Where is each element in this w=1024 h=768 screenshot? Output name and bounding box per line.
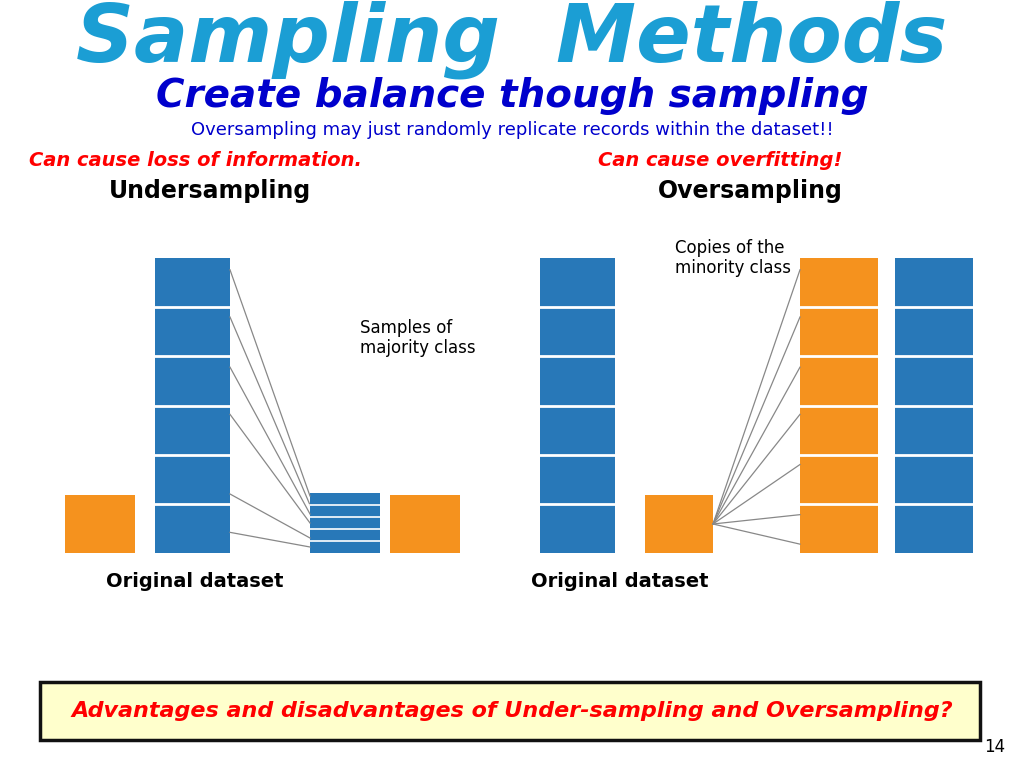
Bar [155,258,230,553]
Text: Undersampling: Undersampling [109,179,311,203]
Text: Original dataset: Original dataset [531,572,709,591]
Text: Advantages and disadvantages of Under-sampling and Oversampling?: Advantages and disadvantages of Under-sa… [72,701,952,721]
Text: Samples of
majority class: Samples of majority class [360,319,475,357]
Bar [540,258,615,553]
Bar [645,495,713,553]
Bar [65,495,135,553]
Text: 14: 14 [984,738,1005,756]
Text: Sampling  Methods: Sampling Methods [77,1,947,79]
Bar [800,258,878,553]
Bar [390,495,460,553]
Text: Can cause overfitting!: Can cause overfitting! [598,151,842,170]
Text: Original dataset: Original dataset [106,572,284,591]
Text: Oversampling: Oversampling [657,179,843,203]
Bar [895,258,973,553]
Text: Copies of the
minority class: Copies of the minority class [675,239,791,277]
Bar [310,493,380,553]
Text: Create balance though sampling: Create balance though sampling [156,77,868,115]
Text: Can cause loss of information.: Can cause loss of information. [29,151,361,170]
Text: Oversampling may just randomly replicate records within the dataset!!: Oversampling may just randomly replicate… [190,121,834,139]
FancyBboxPatch shape [40,682,980,740]
